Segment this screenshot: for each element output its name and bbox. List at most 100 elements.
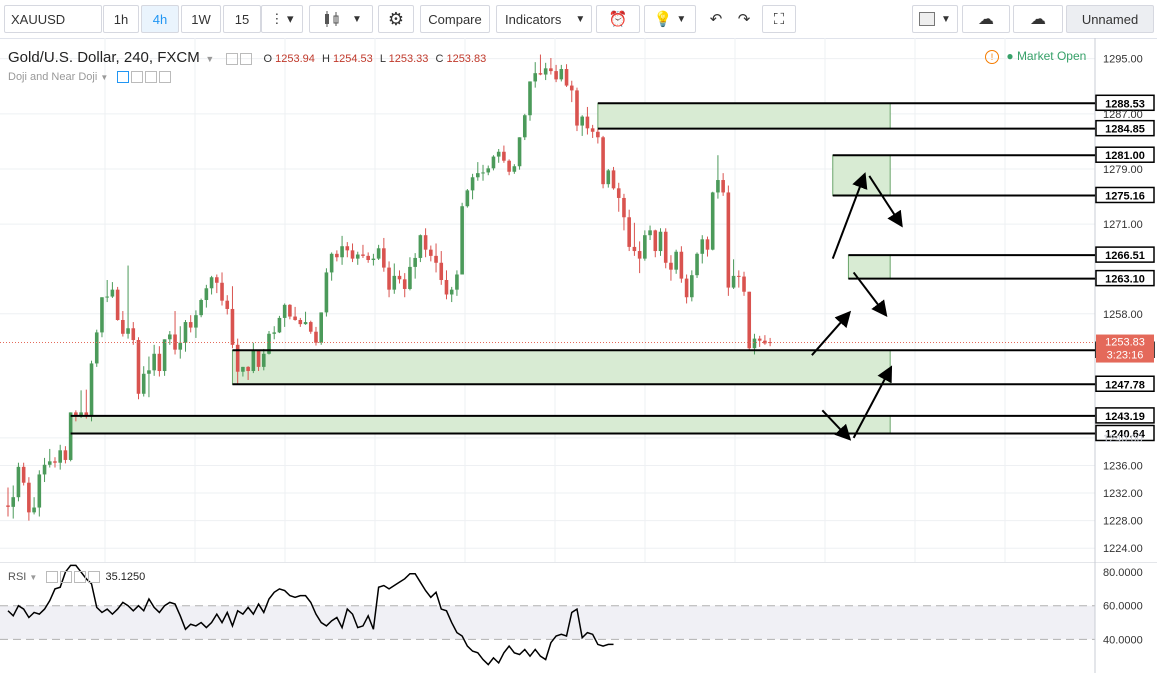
eye-icon[interactable] <box>225 52 238 65</box>
candle-body <box>559 69 564 80</box>
candle-body <box>209 277 214 289</box>
redo-icon[interactable]: ↷ <box>730 5 758 33</box>
candle-body <box>121 319 125 334</box>
candle-body <box>543 68 548 75</box>
price-tick-label: 1279.00 <box>1103 164 1143 176</box>
symbol-search-input[interactable]: XAUUSD <box>4 5 102 33</box>
candle-body <box>768 342 772 344</box>
candle-body <box>507 160 511 172</box>
undo-icon[interactable]: ↶ <box>702 5 730 33</box>
compare-button[interactable]: Compare <box>420 5 490 33</box>
candle-body <box>225 300 230 309</box>
candle-body <box>27 482 31 513</box>
candle-body <box>324 272 329 313</box>
candle-body <box>460 206 464 275</box>
symbol-title[interactable]: Gold/U.S. Dollar, 240, FXCM <box>8 49 200 66</box>
candle-body <box>658 231 663 252</box>
candle-body <box>215 277 219 283</box>
level-label: 1240.64 <box>1105 428 1146 440</box>
layout-select-icon[interactable]: ▼ <box>912 5 958 33</box>
current-price-label: 1253.83 <box>1105 337 1145 349</box>
price-tick-label: 1258.00 <box>1103 309 1143 321</box>
direction-arrow <box>852 365 893 439</box>
candle-body <box>606 170 611 185</box>
candle-body <box>663 231 668 263</box>
candle-body <box>674 251 678 270</box>
rsi-tick-label: 60.0000 <box>1103 601 1143 613</box>
rsi-pane[interactable]: 80.0000 60.0000 40.0000 <box>0 562 1157 673</box>
candle-body <box>178 342 183 350</box>
warning-icon[interactable]: ! <box>985 50 999 64</box>
interval-4h-button[interactable]: 4h <box>141 5 179 33</box>
rsi-label[interactable]: RSI <box>8 571 27 583</box>
price-chart[interactable]: 1288.53 1284.85 1281.00 1275.16 1266.51 1263.… <box>0 38 1157 562</box>
direction-arrow <box>831 172 868 259</box>
candle-body <box>11 497 16 507</box>
eye-icon[interactable] <box>46 571 59 584</box>
candle-body <box>449 289 454 295</box>
rsi-band <box>0 605 1095 640</box>
gear-icon[interactable] <box>60 571 73 584</box>
interval-1h-button[interactable]: 1h <box>103 5 139 33</box>
candle-body <box>481 172 485 174</box>
candle-body <box>361 254 365 256</box>
market-open-label: Market Open <box>1016 49 1087 63</box>
level-label-box <box>1095 119 1155 137</box>
chart-style-candles-icon[interactable]: ▼ <box>309 5 373 33</box>
candle-body <box>408 266 412 289</box>
chart-area[interactable]: 1288.53 1284.85 1281.00 1275.16 1266.51 1263.… <box>0 38 1157 673</box>
candle-body <box>152 353 156 371</box>
level-label-box <box>1095 407 1155 424</box>
candle-body <box>303 322 308 325</box>
candle-body <box>512 166 517 172</box>
price-tick-label: 1232.00 <box>1103 488 1143 500</box>
settings-gear-icon[interactable]: ⚙ <box>378 5 414 33</box>
candle-body <box>418 235 423 258</box>
candle-body <box>256 350 261 367</box>
candle-body <box>695 253 699 276</box>
cloud-download-icon[interactable]: ☁ <box>962 5 1010 33</box>
candle-body <box>350 250 355 259</box>
study-name[interactable]: Doji and Near Doji <box>8 71 98 83</box>
copy-icon[interactable] <box>74 571 87 584</box>
close-icon[interactable] <box>88 571 101 584</box>
candle-body <box>335 253 339 258</box>
close-icon[interactable] <box>159 71 172 84</box>
level-label: 1266.51 <box>1105 250 1145 262</box>
candle-body <box>89 363 94 416</box>
candle-body <box>737 275 741 277</box>
price-tick-label: 1224.00 <box>1103 543 1143 555</box>
chart-legend: Gold/U.S. Dollar, 240, FXCM ▼ O 1253.94 … <box>8 49 486 66</box>
candle-body <box>486 168 491 173</box>
interval-1w-button[interactable]: 1W <box>181 5 221 33</box>
candle-body <box>188 322 193 328</box>
indicators-button[interactable]: Indicators ▼ <box>496 5 592 33</box>
price-tick-label: 1295.00 <box>1103 54 1143 66</box>
candle-body <box>596 131 600 138</box>
ideas-lightbulb-icon[interactable]: 💡 ▼ <box>644 5 696 33</box>
market-open-dot-icon: ● <box>1006 49 1014 63</box>
open-value: 1253.94 <box>275 53 315 65</box>
study-legend: Doji and Near Doji ▼ <box>8 71 173 84</box>
more-intervals-icon[interactable]: ⋮ ▾ <box>261 5 303 33</box>
candle-body <box>470 177 475 191</box>
candle-body <box>329 253 334 273</box>
alert-clock-icon[interactable]: ⏰ <box>596 5 640 33</box>
indicators-label: Indicators <box>505 11 562 27</box>
candle-body <box>397 275 402 280</box>
candle-body <box>230 308 235 345</box>
cloud-upload-icon[interactable]: ☁ <box>1013 5 1063 33</box>
candle-body <box>115 289 120 320</box>
price-tick-label: 1271.00 <box>1103 219 1143 231</box>
candle-body <box>423 235 428 250</box>
copy-icon[interactable] <box>145 71 158 84</box>
fullscreen-icon[interactable]: ⛶ <box>762 5 796 33</box>
gear-icon[interactable] <box>131 71 144 84</box>
candle-body <box>141 373 146 394</box>
eye-icon[interactable] <box>117 71 130 84</box>
gear-icon[interactable] <box>239 52 252 65</box>
rsi-value: 35.1250 <box>105 571 146 583</box>
interval-15-button[interactable]: 15 <box>223 5 261 33</box>
candle-body <box>267 333 271 354</box>
layout-name-button[interactable]: Unnamed <box>1066 5 1154 33</box>
